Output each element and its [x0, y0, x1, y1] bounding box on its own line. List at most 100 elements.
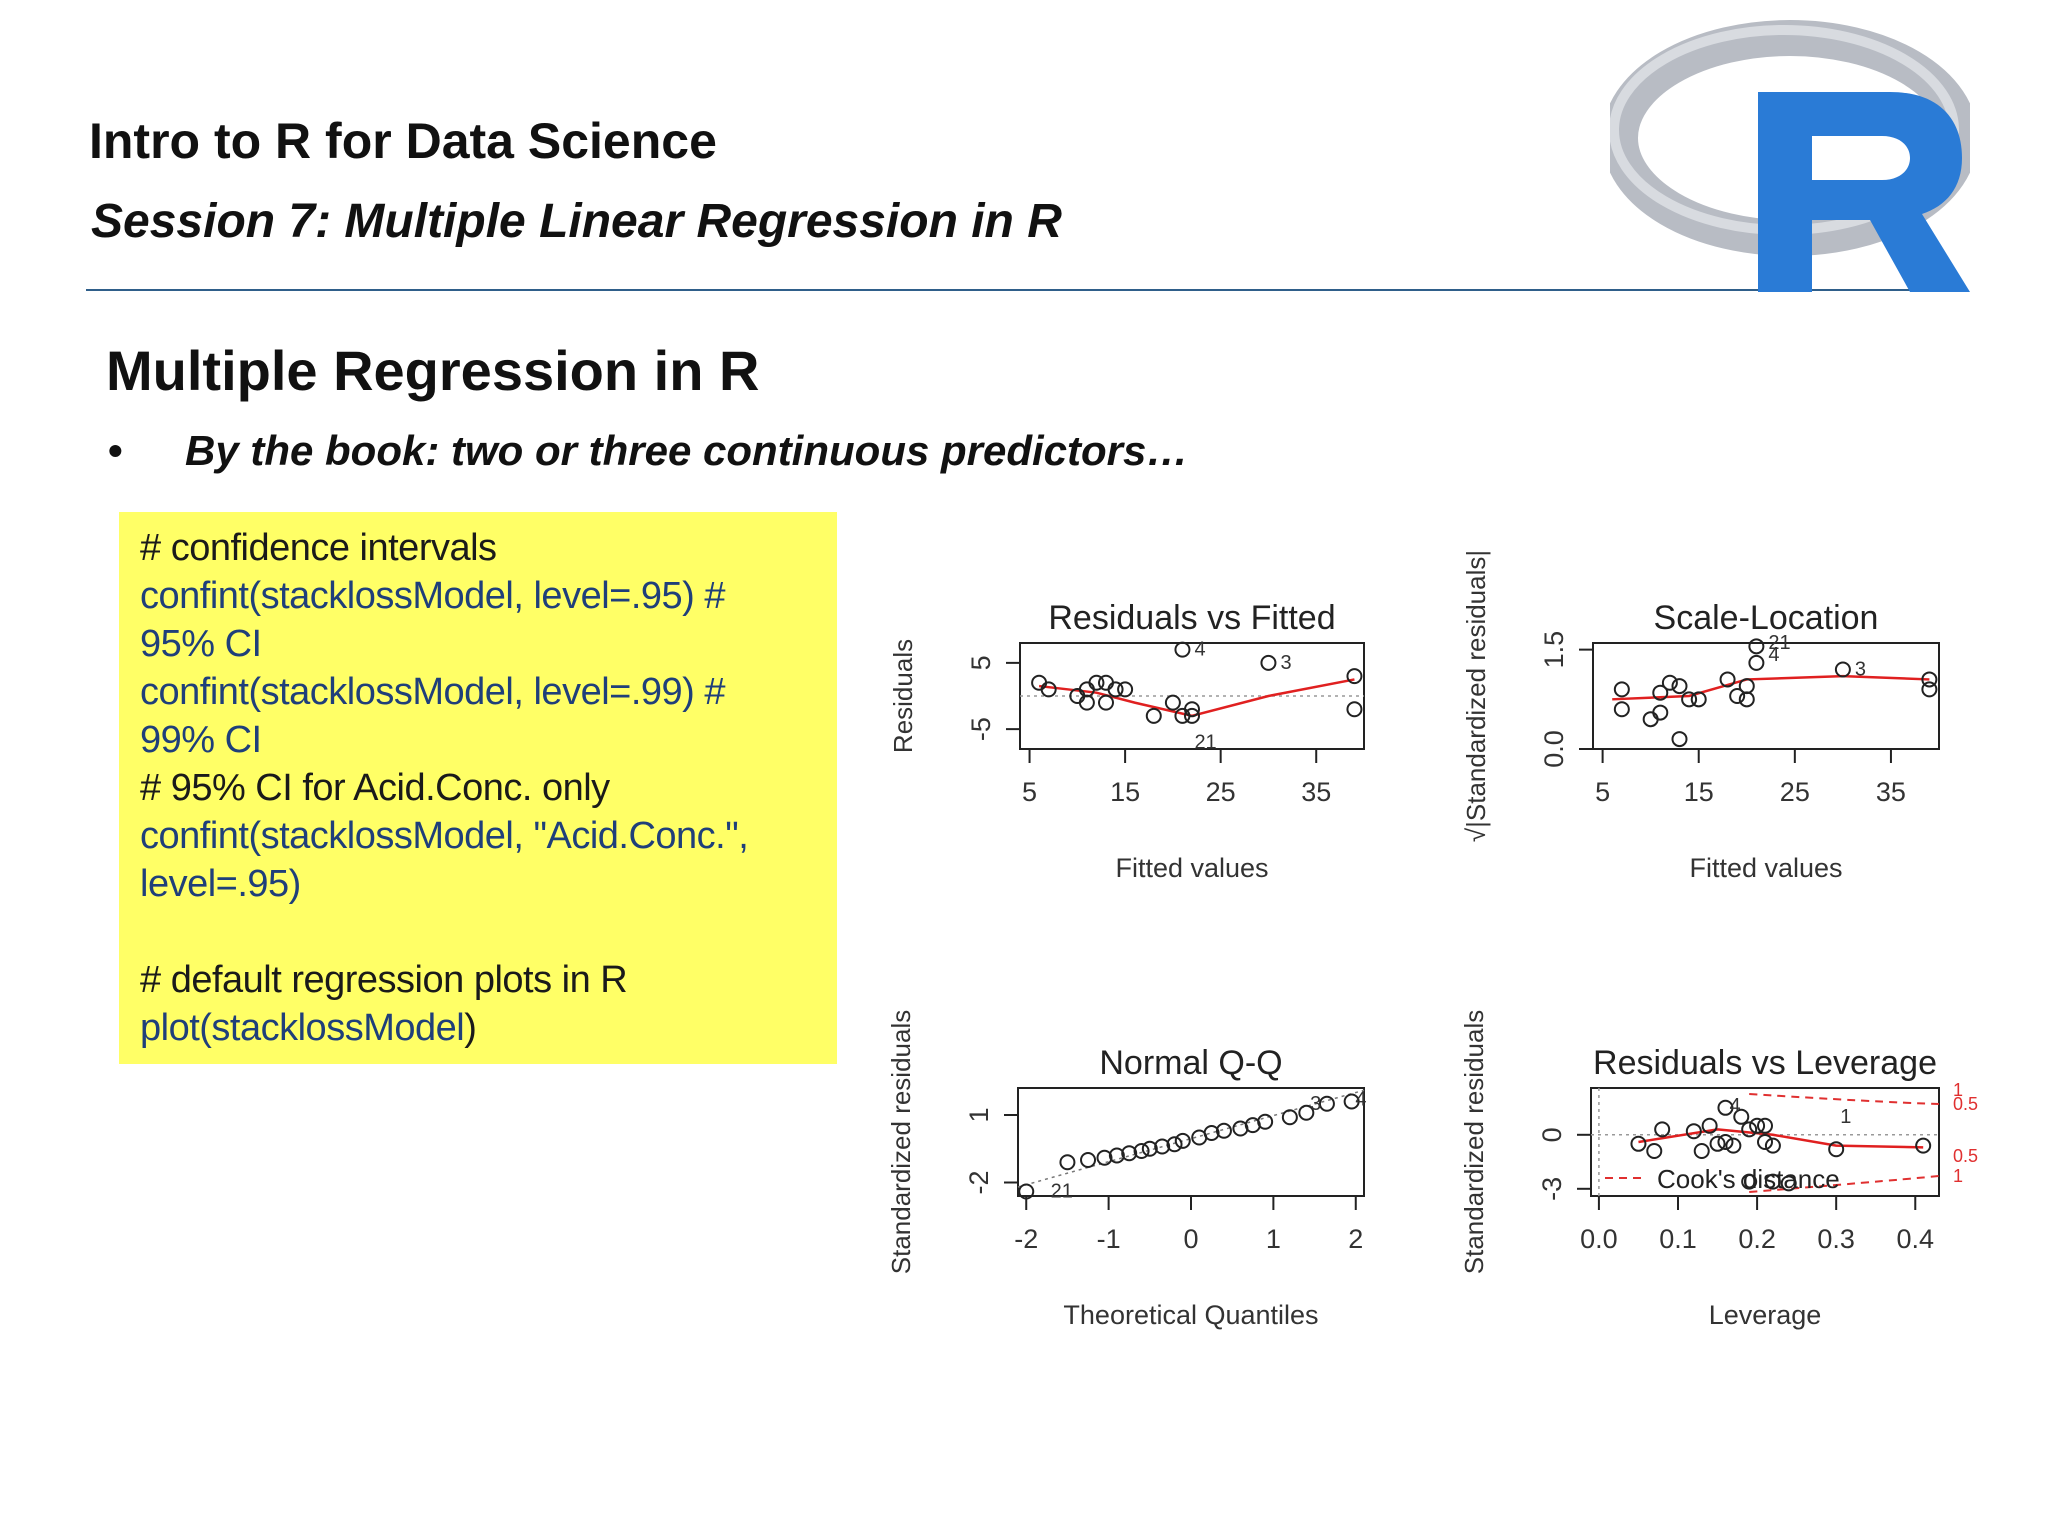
data-point: [1078, 694, 1095, 711]
x-tick-label: 5: [1595, 777, 1610, 807]
x-tick-label: 0.4: [1896, 1224, 1934, 1254]
data-point: [1738, 691, 1755, 708]
data-point: [1661, 674, 1678, 691]
code-line: # default regression plots in R: [140, 959, 628, 1001]
cooks-label: 0.5: [1953, 1094, 1978, 1114]
data-point: [1646, 1143, 1663, 1159]
data-point: [1098, 694, 1114, 711]
header-rule: [86, 289, 1948, 291]
data-point: [1693, 1143, 1710, 1159]
code-line: confint(stacklossModel, level=.99) #: [140, 671, 726, 713]
data-point: [1080, 1152, 1097, 1168]
data-point: [1729, 688, 1746, 704]
data-point: [1749, 1117, 1766, 1134]
data-point: [1133, 1143, 1150, 1159]
r-logo-letter: [1758, 92, 1970, 292]
y-tick-label: -3: [1537, 1177, 1567, 1201]
point-label: 21: [1768, 632, 1790, 654]
data-point: [1685, 1123, 1702, 1140]
point-label: 3: [1310, 1093, 1321, 1115]
data-point: [1671, 678, 1688, 695]
cooks-distance-line: [1749, 1093, 1940, 1105]
x-tick-label: 25: [1780, 777, 1810, 807]
code-line: 99% CI: [140, 719, 262, 761]
plot-panel: Scale-Location 5 15 25 35 0.0 1.5 Fitted values…: [1461, 550, 1940, 883]
point-label: 4: [1194, 639, 1205, 661]
data-point: [1346, 668, 1363, 685]
data-point: [1166, 1136, 1183, 1153]
data-point: [1096, 1149, 1113, 1166]
data-point: [1108, 1147, 1125, 1164]
x-tick-label: 0.2: [1738, 1224, 1776, 1254]
data-point: [1298, 1104, 1315, 1121]
data-point: [1184, 701, 1200, 718]
y-tick-label: -5: [966, 717, 996, 741]
y-axis-label: Residuals: [888, 639, 918, 753]
plot-title: Normal Q-Q: [1099, 1044, 1282, 1082]
r-logo: [1610, 20, 1970, 292]
code-line: plot(stacklossModel): [140, 1004, 477, 1052]
data-point: [1733, 1108, 1750, 1125]
data-point: [1260, 654, 1277, 671]
code-line: # 95% CI for Acid.Conc. only: [140, 767, 610, 809]
data-point: [1343, 1093, 1360, 1110]
data-point: [1174, 641, 1191, 658]
y-tick-label: 1.5: [1539, 631, 1569, 669]
data-point: [1717, 1099, 1734, 1116]
y-tick-label: 0.0: [1539, 730, 1569, 768]
data-point: [1915, 1137, 1932, 1154]
smooth-line: [1638, 1128, 1924, 1149]
plot-title: Residuals vs Fitted: [1048, 599, 1335, 637]
data-point: [1921, 671, 1938, 688]
code-line: confint(stacklossModel, level=.95) #: [140, 575, 726, 617]
data-point: [1652, 704, 1669, 721]
plot-title: Scale-Location: [1654, 599, 1879, 637]
x-tick-label: 15: [1110, 777, 1140, 807]
data-point: [1690, 691, 1707, 708]
data-point: [1642, 711, 1659, 728]
data-point: [1174, 1132, 1191, 1149]
data-point: [1709, 1135, 1726, 1152]
code-box: # confidence intervals confint(stackloss…: [119, 512, 837, 1064]
point-label: 3: [1855, 659, 1866, 681]
data-point: [1117, 681, 1134, 698]
code-call: plot(stacklossModel: [140, 1007, 465, 1049]
data-point: [1318, 1095, 1335, 1112]
data-point: [1184, 707, 1200, 724]
point-label: 4: [1768, 644, 1779, 666]
y-axis-label: √|Standardized residuals|: [1461, 550, 1491, 842]
data-point: [1031, 674, 1048, 691]
x-axis-label: Leverage: [1709, 1300, 1822, 1330]
y-tick-label: 1: [964, 1107, 994, 1122]
data-point: [1741, 1173, 1758, 1190]
plot-frame: [1590, 1087, 1940, 1197]
smooth-line: [1612, 674, 1930, 701]
x-tick-label: 15: [1684, 777, 1714, 807]
code-line: level=.95): [140, 863, 301, 905]
data-point: [1018, 1183, 1035, 1200]
smooth-line: [1038, 678, 1355, 718]
point-label: 3: [1280, 652, 1291, 674]
cooks-label: 1: [1953, 1166, 1963, 1186]
y-tick-label: -2: [964, 1170, 994, 1194]
code-line: confint(stacklossModel, "Acid.Conc.",: [140, 815, 749, 857]
data-point: [1281, 1109, 1298, 1126]
code-paren: ): [464, 1007, 477, 1049]
x-tick-label: 25: [1206, 777, 1236, 807]
x-tick-label: 0.1: [1659, 1224, 1697, 1254]
data-point: [1215, 1122, 1232, 1139]
x-tick-label: 1: [1266, 1224, 1281, 1254]
data-point: [1346, 701, 1363, 718]
data-point: [1613, 681, 1630, 698]
data-point: [1748, 638, 1765, 655]
code-line: 95% CI: [140, 623, 262, 665]
code-line: # confidence intervals: [140, 527, 497, 569]
point-label: 1: [1840, 1106, 1851, 1128]
data-point: [1141, 1140, 1158, 1157]
data-point: [1630, 1135, 1647, 1152]
data-point: [1719, 671, 1736, 688]
y-tick-label: 5: [966, 655, 996, 670]
x-tick-label: 35: [1876, 777, 1906, 807]
x-tick-label: -2: [1014, 1224, 1038, 1254]
plot-panel: Residuals vs Leverage 0.0 0.1 0.2 0.3 0.4 -3 0 L…: [1459, 1010, 1978, 1330]
